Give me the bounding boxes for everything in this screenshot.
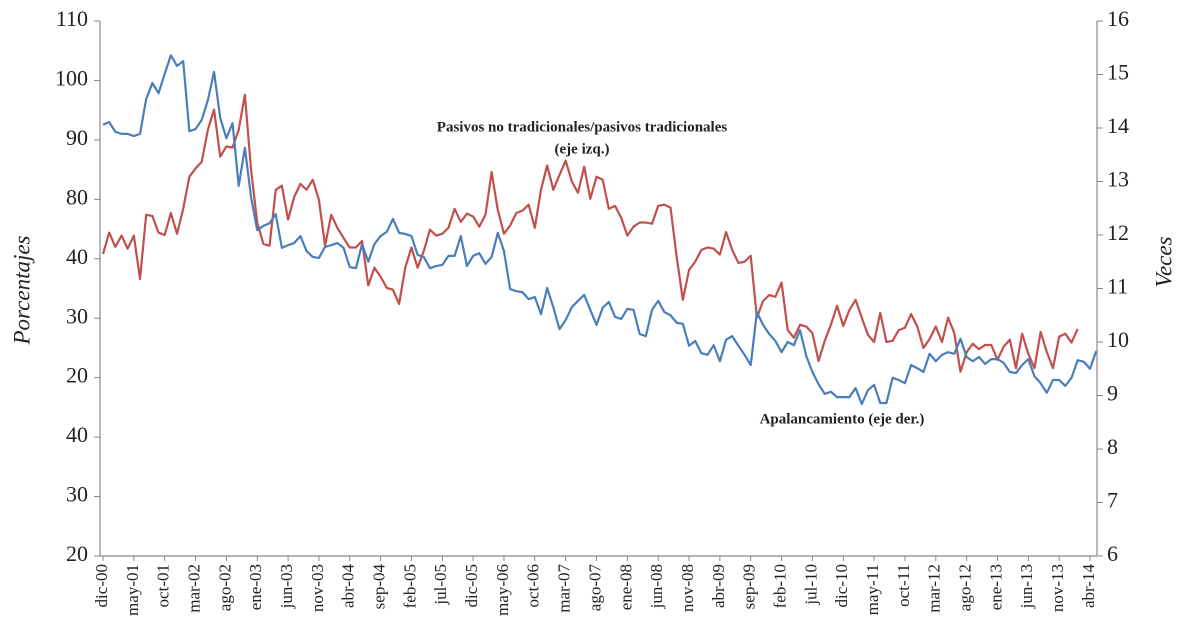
x-tick-label: may-01: [123, 564, 142, 616]
x-tick-label: oct-01: [154, 564, 173, 607]
y-tick-label: 90: [66, 125, 88, 150]
y2-tick-label: 12: [1107, 220, 1129, 245]
y-tick-label: 110: [56, 6, 88, 31]
x-tick-label: dic-05: [462, 564, 481, 607]
x-tick-label: oct-06: [524, 564, 543, 607]
x-tick-label: dic-00: [92, 564, 111, 607]
x-tick-label: feb-05: [400, 564, 419, 608]
y-tick-label: 40: [66, 422, 88, 447]
y-tick-label: 30: [66, 303, 88, 328]
annotation: Pasivos no tradicionales/pasivos tradici…: [437, 119, 728, 135]
y2-tick-label: 8: [1107, 434, 1118, 459]
x-tick-label: abr-09: [709, 564, 728, 608]
y-axis-title: Porcentajes: [9, 235, 34, 345]
y2-tick-label: 14: [1107, 113, 1129, 138]
annotation: Apalancamiento (eje der.): [760, 411, 925, 427]
x-tick-label: sep-09: [740, 564, 759, 609]
x-tick-label: sep-04: [370, 564, 389, 610]
y2-tick-label: 7: [1107, 488, 1118, 513]
x-tick-label: nov-08: [678, 564, 697, 612]
y2-axis-title: Veces: [1151, 236, 1176, 287]
x-tick-label: jul-05: [431, 564, 450, 606]
x-tick-label: jun-13: [1017, 564, 1036, 609]
x-tick-label: ene-13: [986, 564, 1005, 610]
x-tick-label: may-11: [863, 564, 882, 615]
y2-tick-label: 10: [1107, 327, 1129, 352]
y2-tick-label: 9: [1107, 381, 1118, 406]
y-tick-label: 100: [55, 65, 88, 90]
y-tick-label: 30: [66, 482, 88, 507]
x-tick-label: jun-03: [277, 564, 296, 609]
x-tick-label: ago-12: [956, 564, 975, 611]
x-tick-label: oct-11: [894, 564, 913, 607]
y2-tick-label: 15: [1107, 60, 1129, 85]
x-tick-label: may-06: [493, 564, 512, 616]
y2-tick-label: 6: [1107, 541, 1118, 566]
x-tick-label: mar-07: [555, 564, 574, 613]
x-tick-label: feb-10: [770, 564, 789, 608]
x-tick-label: mar-12: [925, 564, 944, 613]
series-line: [102, 54, 1098, 406]
annotation: (eje izq.): [555, 141, 610, 157]
x-tick-label: nov-03: [308, 564, 327, 612]
x-tick-label: ene-08: [616, 564, 635, 610]
y2-tick-label: 16: [1107, 6, 1129, 31]
x-tick-label: ene-03: [246, 564, 265, 610]
x-tick-label: nov-13: [1048, 564, 1067, 612]
y2-tick-label: 13: [1107, 167, 1129, 192]
x-tick-label: abr-14: [1079, 564, 1098, 609]
x-tick-label: ago-07: [585, 564, 604, 612]
y-tick-label: 20: [66, 363, 88, 388]
series-line: [101, 93, 1079, 373]
x-tick-label: ago-02: [215, 564, 234, 611]
x-tick-label: abr-04: [339, 564, 358, 609]
x-tick-label: jun-08: [647, 564, 666, 609]
x-tick-label: mar-02: [184, 564, 203, 613]
y-tick-label: 40: [66, 244, 88, 269]
y-tick-label: 20: [66, 541, 88, 566]
x-tick-label: dic-10: [832, 564, 851, 607]
y-tick-label: 80: [66, 184, 88, 209]
x-tick-label: jul-10: [801, 564, 820, 606]
y2-tick-label: 11: [1107, 274, 1128, 299]
